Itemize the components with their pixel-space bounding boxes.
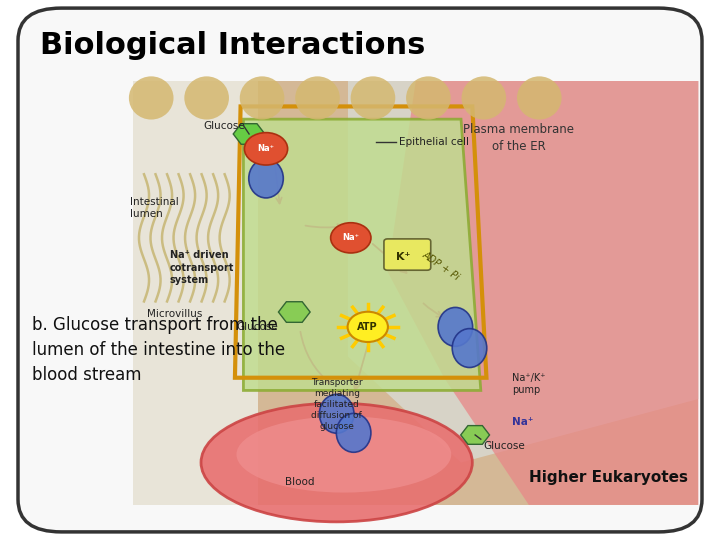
Polygon shape [279, 302, 310, 322]
Ellipse shape [248, 159, 283, 198]
Text: Higher Eukaryotes: Higher Eukaryotes [529, 470, 688, 485]
FancyBboxPatch shape [18, 8, 702, 532]
Ellipse shape [406, 76, 451, 119]
Text: Epithelial cell: Epithelial cell [399, 138, 469, 147]
Bar [133, 81, 258, 505]
Text: ATP: ATP [357, 322, 378, 332]
Ellipse shape [240, 76, 284, 119]
Text: Biological Interactions: Biological Interactions [40, 31, 425, 60]
Text: b. Glucose transport from the
lumen of the intestine into the
blood stream: b. Glucose transport from the lumen of t… [32, 316, 286, 384]
Text: Glucose: Glucose [484, 441, 526, 450]
Ellipse shape [462, 76, 506, 119]
Ellipse shape [184, 76, 229, 119]
Text: Plasma membrane
of the ER: Plasma membrane of the ER [463, 123, 574, 153]
Text: K⁺: K⁺ [395, 252, 410, 262]
Text: Na⁺/K⁺
pump: Na⁺/K⁺ pump [512, 373, 545, 395]
Polygon shape [243, 119, 481, 390]
FancyBboxPatch shape [384, 239, 431, 270]
Polygon shape [387, 81, 698, 505]
Circle shape [244, 133, 287, 165]
Text: Glucose: Glucose [204, 120, 246, 131]
Ellipse shape [295, 76, 340, 119]
Bar [133, 81, 698, 505]
Polygon shape [233, 124, 265, 144]
Ellipse shape [438, 307, 472, 346]
Text: Blood: Blood [285, 477, 315, 487]
Ellipse shape [351, 76, 395, 119]
Circle shape [330, 222, 371, 253]
Ellipse shape [336, 414, 371, 453]
Text: Transporter
mediating
facilitated
diffusion of
glucose: Transporter mediating facilitated diffus… [311, 378, 362, 431]
Ellipse shape [201, 403, 472, 522]
Text: ADP + Pi: ADP + Pi [420, 249, 462, 282]
Text: Glucose: Glucose [237, 322, 279, 332]
Polygon shape [461, 426, 490, 444]
Ellipse shape [517, 76, 562, 119]
Text: Na⁺: Na⁺ [512, 417, 534, 427]
Text: Intestinal
lumen: Intestinal lumen [130, 197, 179, 219]
Text: Na⁺: Na⁺ [258, 144, 274, 153]
Text: Na⁺ driven
cotransport
system: Na⁺ driven cotransport system [170, 250, 234, 285]
Ellipse shape [129, 76, 174, 119]
Ellipse shape [320, 394, 354, 433]
Text: Na⁺: Na⁺ [342, 233, 359, 242]
Text: Microvillus: Microvillus [148, 309, 203, 319]
Circle shape [348, 312, 388, 342]
Ellipse shape [236, 416, 451, 492]
Polygon shape [348, 81, 698, 462]
Ellipse shape [452, 329, 487, 368]
